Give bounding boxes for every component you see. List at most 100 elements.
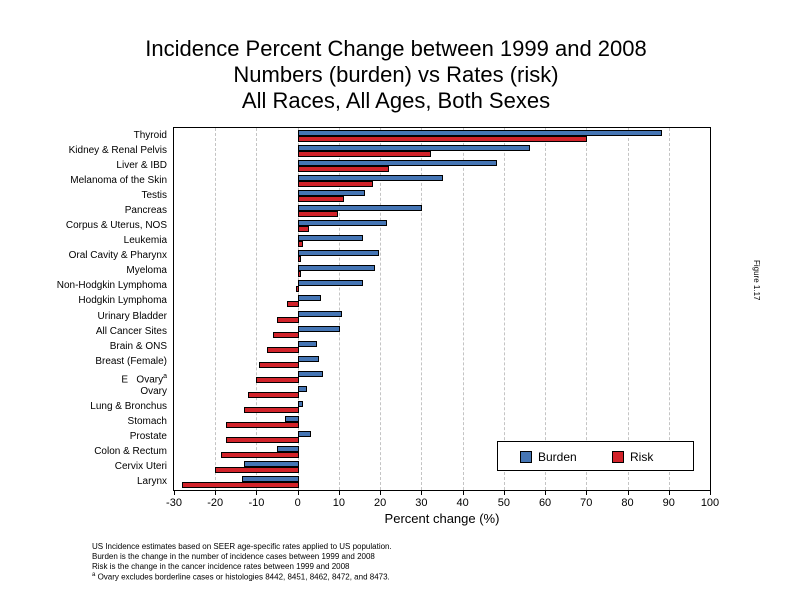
legend-risk-swatch bbox=[612, 451, 624, 463]
gridline bbox=[297, 128, 299, 490]
burden-bar bbox=[297, 280, 363, 287]
axis-tick-label: 10 bbox=[332, 497, 346, 509]
legend-burden-label: Burden bbox=[538, 450, 577, 464]
category-label: Urinary Bladder bbox=[97, 310, 167, 322]
footnote-line: US Incidence estimates based on SEER age… bbox=[92, 542, 392, 551]
category-label: Kidney & Renal Pelvis bbox=[68, 144, 167, 156]
burden-bar bbox=[297, 265, 375, 272]
axis-tick-label: 20 bbox=[374, 497, 387, 509]
axis-tick bbox=[627, 491, 629, 495]
category-label: Cervix Uteri bbox=[114, 461, 167, 473]
risk-bar bbox=[297, 210, 338, 217]
risk-bar bbox=[258, 361, 299, 368]
burden-bar bbox=[297, 235, 363, 242]
risk-bar bbox=[297, 180, 373, 187]
axis-tick-label: 60 bbox=[538, 497, 552, 509]
burden-bar bbox=[297, 250, 380, 257]
category-label: Brain & ONS bbox=[109, 340, 167, 352]
gridline bbox=[586, 128, 588, 490]
axis-tick-label: 50 bbox=[497, 497, 510, 509]
burden-bar bbox=[297, 340, 318, 347]
category-label: Colon & Rectum bbox=[94, 446, 167, 458]
legend-burden-swatch bbox=[520, 451, 532, 463]
axis-tick bbox=[256, 491, 258, 495]
risk-bar bbox=[297, 256, 301, 263]
risk-bar bbox=[256, 376, 299, 383]
risk-bar bbox=[221, 452, 299, 459]
axis-tick-label: 30 bbox=[415, 497, 428, 509]
burden-bar bbox=[297, 325, 340, 332]
burden-bar bbox=[297, 144, 530, 151]
burden-bar bbox=[285, 416, 299, 423]
burden-bar bbox=[297, 174, 443, 181]
category-label: Myeloma bbox=[126, 265, 167, 277]
footnote-line: Risk is the change in the cancer inciden… bbox=[92, 561, 350, 571]
risk-bar bbox=[297, 241, 303, 248]
category-label: Testis bbox=[141, 189, 167, 201]
chart-title-line2: Numbers (burden) vs Rates (risk) bbox=[233, 62, 559, 87]
risk-bar bbox=[297, 150, 431, 157]
category-label: Corpus & Uterus, NOS bbox=[65, 220, 167, 232]
burden-bar bbox=[297, 401, 303, 408]
risk-bar bbox=[297, 135, 588, 142]
axis-tick bbox=[710, 491, 711, 495]
axis-tick bbox=[338, 491, 340, 495]
gridline bbox=[668, 128, 670, 490]
axis-tick-label: 70 bbox=[580, 497, 593, 509]
gridline bbox=[545, 128, 547, 490]
plot-area bbox=[173, 127, 711, 491]
burden-bar bbox=[297, 431, 312, 438]
burden-bar bbox=[297, 129, 662, 136]
category-label: Melanoma of the Skin bbox=[70, 174, 167, 186]
risk-bar bbox=[297, 226, 309, 233]
risk-bar bbox=[277, 316, 299, 323]
burden-bar bbox=[297, 355, 320, 362]
axis-tick-label: 40 bbox=[456, 497, 469, 509]
risk-bar bbox=[182, 482, 299, 489]
category-label: Lung & Bronchus bbox=[90, 401, 167, 413]
risk-bar bbox=[287, 301, 299, 308]
burden-bar bbox=[277, 446, 299, 453]
chart-title-line3: All Races, All Ages, Both Sexes bbox=[241, 88, 551, 113]
axis-tick bbox=[421, 491, 423, 495]
axis-tick-label: 100 bbox=[700, 497, 720, 509]
burden-bar bbox=[297, 220, 388, 227]
axis-tick bbox=[545, 491, 547, 495]
axis-tick-label: 0 bbox=[294, 497, 301, 509]
burden-bar bbox=[297, 295, 322, 302]
x-axis-title: Percent change (%) bbox=[384, 511, 500, 526]
axis-tick-label: 90 bbox=[662, 497, 675, 509]
footnotes: US Incidence estimates based on SEER age… bbox=[92, 542, 392, 583]
burden-bar bbox=[297, 370, 324, 377]
axis-tick bbox=[174, 491, 175, 495]
burden-bar bbox=[242, 476, 299, 483]
risk-bar bbox=[296, 286, 300, 293]
category-label: Non-Hodgkin Lymphoma bbox=[56, 280, 167, 292]
axis-tick bbox=[586, 491, 588, 495]
gridline bbox=[338, 128, 340, 490]
axis-tick-label: -30 bbox=[166, 497, 182, 509]
chart-title: Incidence Percent Change between 1999 an… bbox=[0, 36, 792, 114]
risk-bar bbox=[297, 271, 301, 278]
risk-bar bbox=[225, 422, 299, 429]
axis-tick-label: 80 bbox=[621, 497, 634, 509]
burden-bar bbox=[297, 189, 365, 196]
footnote-line: Burden is the change in the number of in… bbox=[92, 551, 375, 561]
category-label: All Cancer Sites bbox=[95, 325, 167, 337]
chart-title-line1: Incidence Percent Change between 1999 an… bbox=[145, 36, 647, 61]
axis-tick bbox=[380, 491, 382, 495]
category-label: Breast (Female) bbox=[95, 355, 167, 367]
legend-risk-label: Risk bbox=[630, 450, 654, 464]
burden-bar bbox=[297, 204, 423, 211]
category-label: Hodgkin Lymphoma bbox=[78, 295, 167, 307]
gridline bbox=[256, 128, 258, 490]
legend: Burden Risk bbox=[497, 441, 694, 471]
axis-tick-label: -20 bbox=[207, 497, 224, 509]
risk-bar bbox=[266, 346, 299, 353]
burden-bar bbox=[297, 385, 307, 392]
burden-bar bbox=[297, 310, 342, 317]
gridline bbox=[215, 128, 217, 490]
footnote-superscript: a bbox=[92, 572, 96, 579]
burden-bar bbox=[297, 159, 497, 166]
